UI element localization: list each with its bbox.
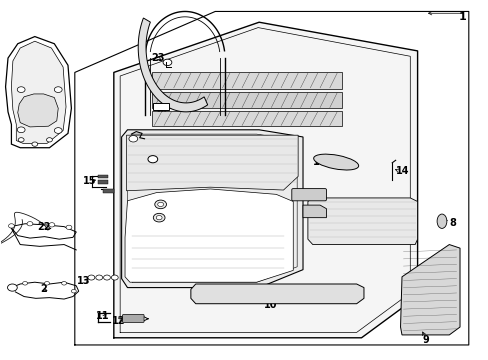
Circle shape xyxy=(32,142,38,146)
Circle shape xyxy=(96,275,102,280)
Circle shape xyxy=(148,156,158,163)
Text: 23: 23 xyxy=(151,53,164,63)
FancyBboxPatch shape xyxy=(98,175,108,178)
FancyBboxPatch shape xyxy=(102,189,114,193)
Text: 17: 17 xyxy=(296,192,310,202)
Text: 12: 12 xyxy=(112,316,125,326)
Polygon shape xyxy=(138,18,207,112)
Polygon shape xyxy=(122,130,303,288)
Circle shape xyxy=(54,87,62,93)
Text: 21: 21 xyxy=(36,41,51,50)
Polygon shape xyxy=(152,92,341,108)
Polygon shape xyxy=(5,37,71,148)
FancyBboxPatch shape xyxy=(98,180,108,184)
Text: 6: 6 xyxy=(157,107,163,117)
Text: 18: 18 xyxy=(312,157,325,167)
Polygon shape xyxy=(303,205,326,218)
Circle shape xyxy=(44,282,49,285)
Circle shape xyxy=(103,275,110,280)
Text: 11: 11 xyxy=(96,311,109,321)
Circle shape xyxy=(156,216,162,220)
Circle shape xyxy=(54,128,62,134)
Circle shape xyxy=(18,138,24,142)
Circle shape xyxy=(27,222,33,226)
Polygon shape xyxy=(190,284,363,304)
Circle shape xyxy=(155,200,166,209)
Polygon shape xyxy=(11,41,66,143)
Text: 2: 2 xyxy=(41,284,47,294)
Text: 20: 20 xyxy=(274,155,288,165)
Circle shape xyxy=(46,138,52,142)
Circle shape xyxy=(163,59,171,66)
Polygon shape xyxy=(125,189,293,282)
Circle shape xyxy=(61,282,66,285)
Circle shape xyxy=(7,284,17,291)
Circle shape xyxy=(66,225,72,229)
Ellipse shape xyxy=(436,214,446,228)
Circle shape xyxy=(88,275,95,280)
Polygon shape xyxy=(114,22,417,338)
Text: 1: 1 xyxy=(458,12,466,22)
Circle shape xyxy=(49,223,55,227)
Polygon shape xyxy=(126,135,298,191)
Text: 7: 7 xyxy=(305,211,312,221)
Polygon shape xyxy=(152,72,341,89)
FancyBboxPatch shape xyxy=(153,103,168,111)
Text: 3: 3 xyxy=(147,198,153,208)
Circle shape xyxy=(111,275,118,280)
Text: 9: 9 xyxy=(422,334,428,345)
Circle shape xyxy=(129,135,138,142)
Circle shape xyxy=(8,224,14,228)
FancyBboxPatch shape xyxy=(291,189,326,201)
Text: 8: 8 xyxy=(448,218,455,228)
Circle shape xyxy=(71,289,76,293)
Text: 14: 14 xyxy=(395,166,408,176)
Polygon shape xyxy=(152,111,341,126)
Text: 15: 15 xyxy=(82,176,96,186)
Text: 5: 5 xyxy=(146,213,152,222)
FancyBboxPatch shape xyxy=(122,315,144,322)
Ellipse shape xyxy=(313,154,358,170)
Text: 4: 4 xyxy=(136,132,142,142)
Circle shape xyxy=(17,87,25,93)
Circle shape xyxy=(153,213,164,222)
Circle shape xyxy=(17,127,25,133)
Circle shape xyxy=(158,202,163,207)
Text: 13: 13 xyxy=(77,276,90,286)
Text: 19: 19 xyxy=(273,93,287,103)
Text: 16: 16 xyxy=(145,154,158,164)
Text: 22: 22 xyxy=(37,222,50,232)
Polygon shape xyxy=(400,244,459,335)
Polygon shape xyxy=(18,94,58,127)
Circle shape xyxy=(22,282,27,285)
Polygon shape xyxy=(307,198,417,244)
Text: 10: 10 xyxy=(264,300,277,310)
